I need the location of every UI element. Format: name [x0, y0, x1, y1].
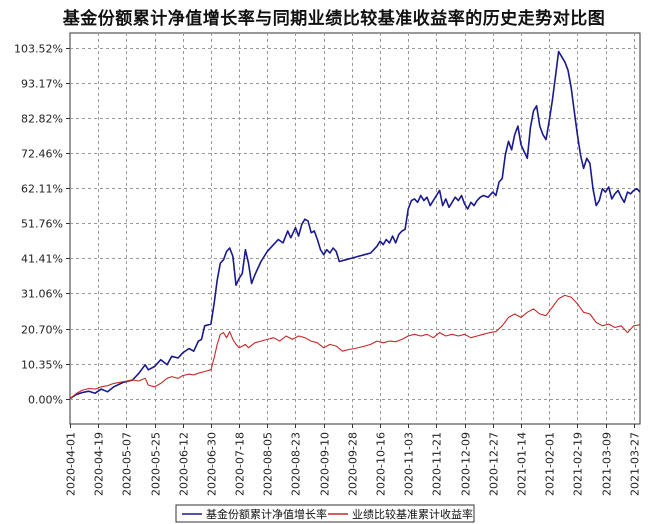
- x-tick-label: 2020-07-18: [234, 432, 247, 496]
- chart-title: 基金份额累计净值增长率与同期业绩比较基准收益率的历史走势对比图: [62, 9, 606, 29]
- y-tick-label: 0.00%: [28, 394, 63, 407]
- y-tick-label: 103.52%: [14, 43, 63, 56]
- y-tick-label: 41.41%: [21, 253, 63, 266]
- legend-label: 基金份额累计净值增长率: [206, 507, 327, 521]
- y-tick-label: 82.82%: [21, 113, 63, 126]
- y-tick-label: 10.35%: [21, 359, 63, 372]
- y-tick-label: 93.17%: [21, 78, 63, 91]
- x-tick-label: 2021-03-27: [629, 432, 642, 496]
- x-tick-label: 2020-04-19: [93, 432, 106, 496]
- legend-box: [175, 504, 475, 523]
- x-tick-label: 2021-03-09: [601, 432, 614, 496]
- y-tick-label: 51.76%: [21, 218, 63, 231]
- x-tick-label: 2021-02-19: [572, 432, 585, 496]
- x-tick-label: 2020-05-25: [150, 432, 163, 496]
- x-tick-label: 2020-06-12: [178, 432, 191, 496]
- x-tick-label: 2020-11-03: [403, 432, 416, 496]
- x-tick-label: 2021-02-01: [544, 432, 557, 496]
- x-tick-label: 2020-11-21: [431, 432, 444, 496]
- x-tick-label: 2020-06-30: [206, 432, 219, 496]
- fund-nav-growth-line: [69, 50, 641, 400]
- y-tick-label: 20.70%: [21, 324, 63, 337]
- y-tick-label: 31.06%: [21, 288, 63, 301]
- y-tick-label: 72.46%: [21, 148, 63, 161]
- x-tick-label: 2020-09-10: [319, 432, 332, 496]
- x-tick-label: 2020-08-23: [290, 432, 303, 496]
- plot-area: [69, 32, 641, 425]
- y-tick-label: 62.11%: [21, 183, 63, 196]
- x-tick-label: 2020-09-28: [347, 432, 360, 496]
- x-tick-label: 2020-04-01: [65, 432, 78, 496]
- x-tick-label: 2020-12-09: [460, 432, 473, 496]
- benchmark-return-line: [69, 294, 641, 400]
- x-tick-label: 2020-05-07: [121, 432, 134, 496]
- x-tick-label: 2021-01-14: [516, 432, 529, 496]
- x-tick-label: 2020-10-16: [375, 432, 388, 496]
- x-tick-label: 2020-12-27: [488, 432, 501, 496]
- legend-label: 业绩比较基准累计收益率: [352, 507, 473, 521]
- x-tick-label: 2020-08-05: [262, 432, 275, 496]
